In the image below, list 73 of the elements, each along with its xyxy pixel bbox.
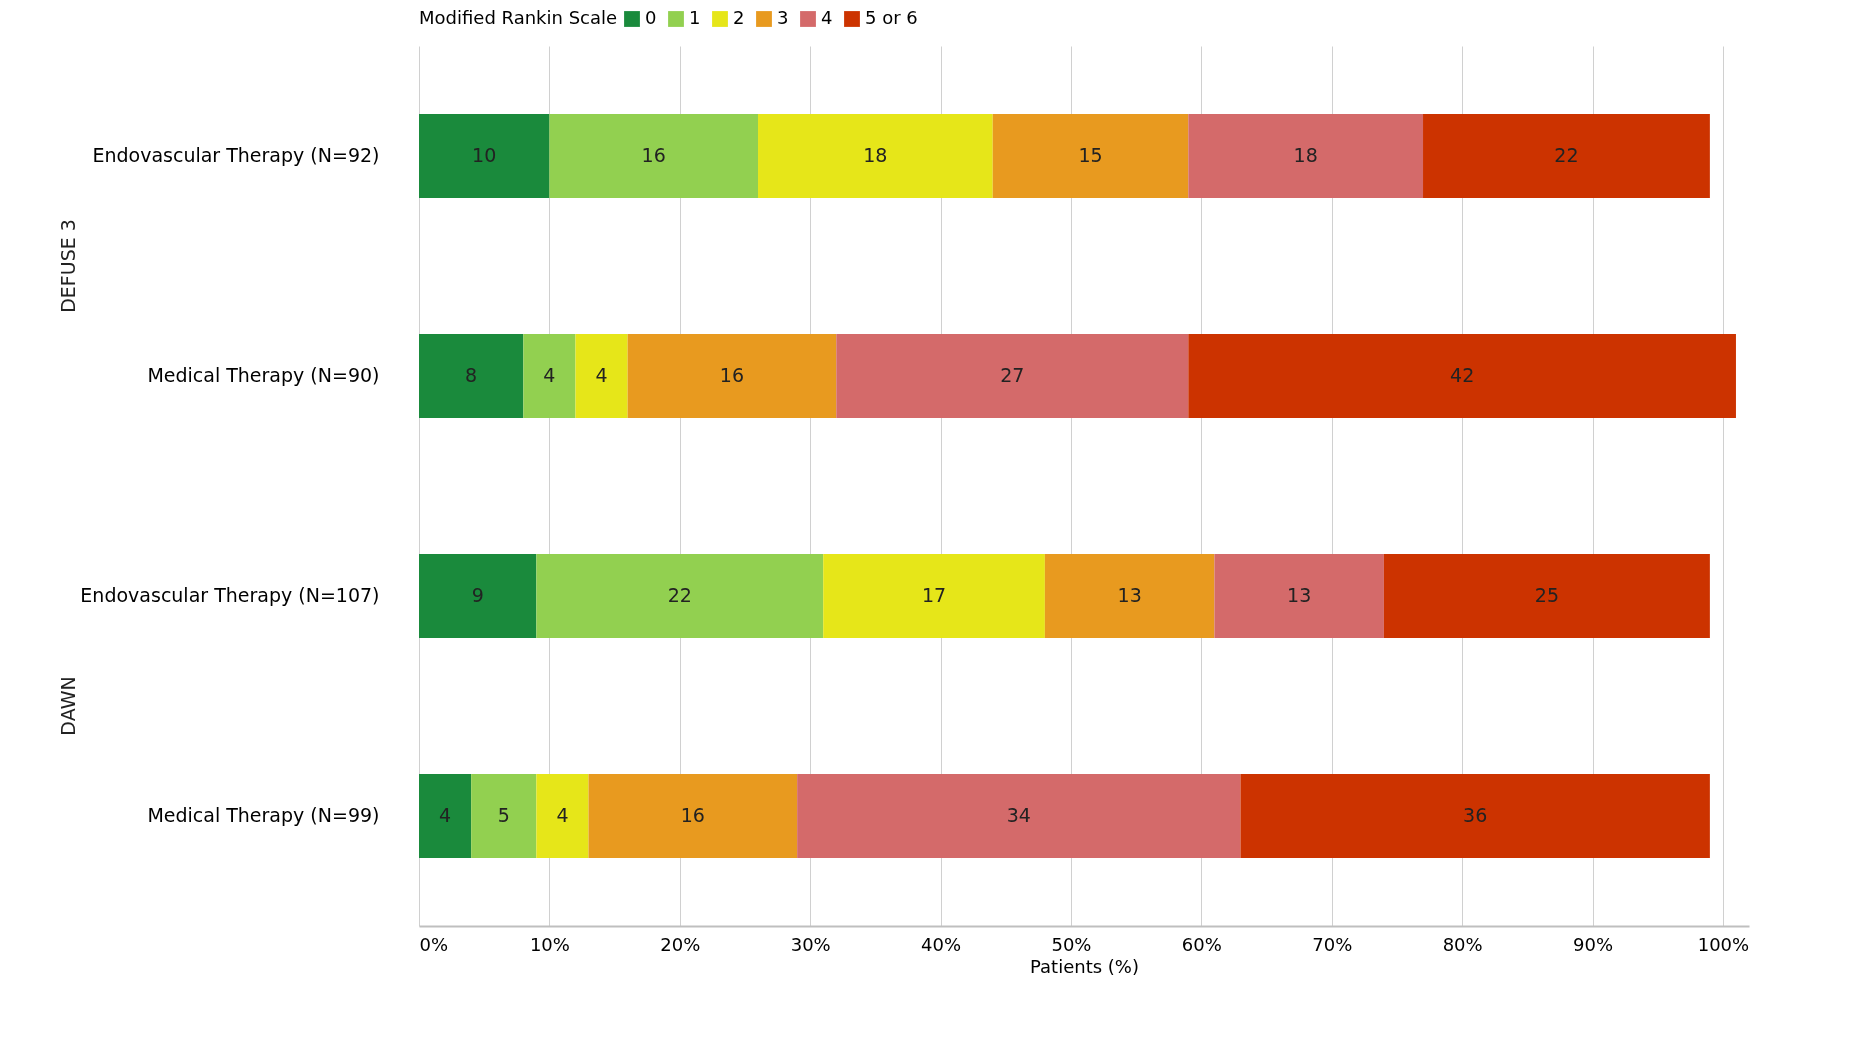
bar: [758, 114, 993, 198]
bar: [419, 774, 472, 858]
data-label: 22: [667, 584, 692, 606]
bar: [1044, 554, 1215, 638]
data-label: 16: [680, 804, 705, 826]
bar: [575, 334, 628, 418]
x-tick-label: 30%: [790, 933, 831, 955]
text: DAWN: [57, 676, 79, 736]
data-label: 4: [556, 804, 569, 826]
data-label: 13: [1287, 584, 1312, 606]
legend-title: Modified Rankin Scale: [419, 7, 618, 28]
data-label: 13: [1117, 584, 1142, 606]
data-label: 10: [472, 144, 497, 166]
x-axis-title: Patients (%): [1030, 955, 1139, 977]
legend-label: 4: [821, 7, 833, 28]
bar: [1383, 554, 1710, 638]
bar: [992, 114, 1189, 198]
bar: [1423, 114, 1710, 198]
bar: [523, 334, 576, 418]
y-tick-label: Medical Therapy (N=99): [147, 804, 380, 826]
data-label: 15: [1078, 144, 1103, 166]
data-label: 5: [497, 804, 510, 826]
x-tick-label: 70%: [1312, 933, 1353, 955]
y-tick-label: Endovascular Therapy (N=92): [92, 144, 380, 166]
bar: [536, 774, 589, 858]
data-label: 17: [921, 584, 947, 606]
bar: [471, 774, 537, 858]
bar: [549, 114, 759, 198]
bar: [588, 774, 798, 858]
x-tick-label: 90%: [1573, 933, 1614, 955]
x-tick-label: 80%: [1442, 933, 1483, 955]
data-label: 16: [719, 364, 745, 386]
bar: [1240, 774, 1710, 858]
x-tick-label: 10%: [529, 933, 570, 955]
bar: [419, 554, 537, 638]
x-tick-label: 60%: [1181, 933, 1222, 955]
data-label: 4: [595, 364, 608, 386]
data-label: 4: [439, 804, 452, 826]
bar: [797, 774, 1241, 858]
x-tick-label: 0%: [419, 933, 449, 955]
data-label: 27: [1000, 364, 1025, 386]
bar: [419, 114, 550, 198]
data-label: 9: [471, 584, 484, 606]
y-tick-label: Medical Therapy (N=90): [147, 364, 380, 386]
x-tick-label: 50%: [1051, 933, 1092, 955]
bar: [836, 334, 1189, 418]
data-label: 36: [1463, 804, 1488, 826]
data-label: 25: [1534, 584, 1559, 606]
x-tick-label: 100%: [1697, 933, 1750, 955]
data-label: 42: [1450, 364, 1475, 386]
data-label: 16: [641, 144, 666, 166]
data-label: 8: [465, 364, 478, 386]
text: DEFUSE 3: [57, 219, 79, 313]
data-label: 34: [1006, 804, 1031, 826]
data-label: 18: [863, 144, 888, 166]
legend-label: 3: [777, 7, 789, 28]
bar: [419, 334, 524, 418]
data-label: 4: [543, 364, 556, 386]
legend-label: 2: [733, 7, 745, 28]
legend-label: 0: [645, 7, 657, 28]
bar: [823, 554, 1045, 638]
data-label: 18: [1293, 144, 1318, 166]
x-tick-label: 40%: [921, 933, 962, 955]
bar: [536, 554, 824, 638]
x-tick-label: 20%: [660, 933, 701, 955]
legend-label: 1: [689, 7, 701, 28]
bar: [1188, 334, 1736, 418]
data-label: 22: [1554, 144, 1579, 166]
y-tick-label: Endovascular Therapy (N=107): [80, 584, 380, 606]
bar: [1188, 114, 1424, 198]
bar: [1214, 554, 1384, 638]
legend-label: 5 or 6: [865, 7, 918, 28]
bar: [627, 334, 837, 418]
